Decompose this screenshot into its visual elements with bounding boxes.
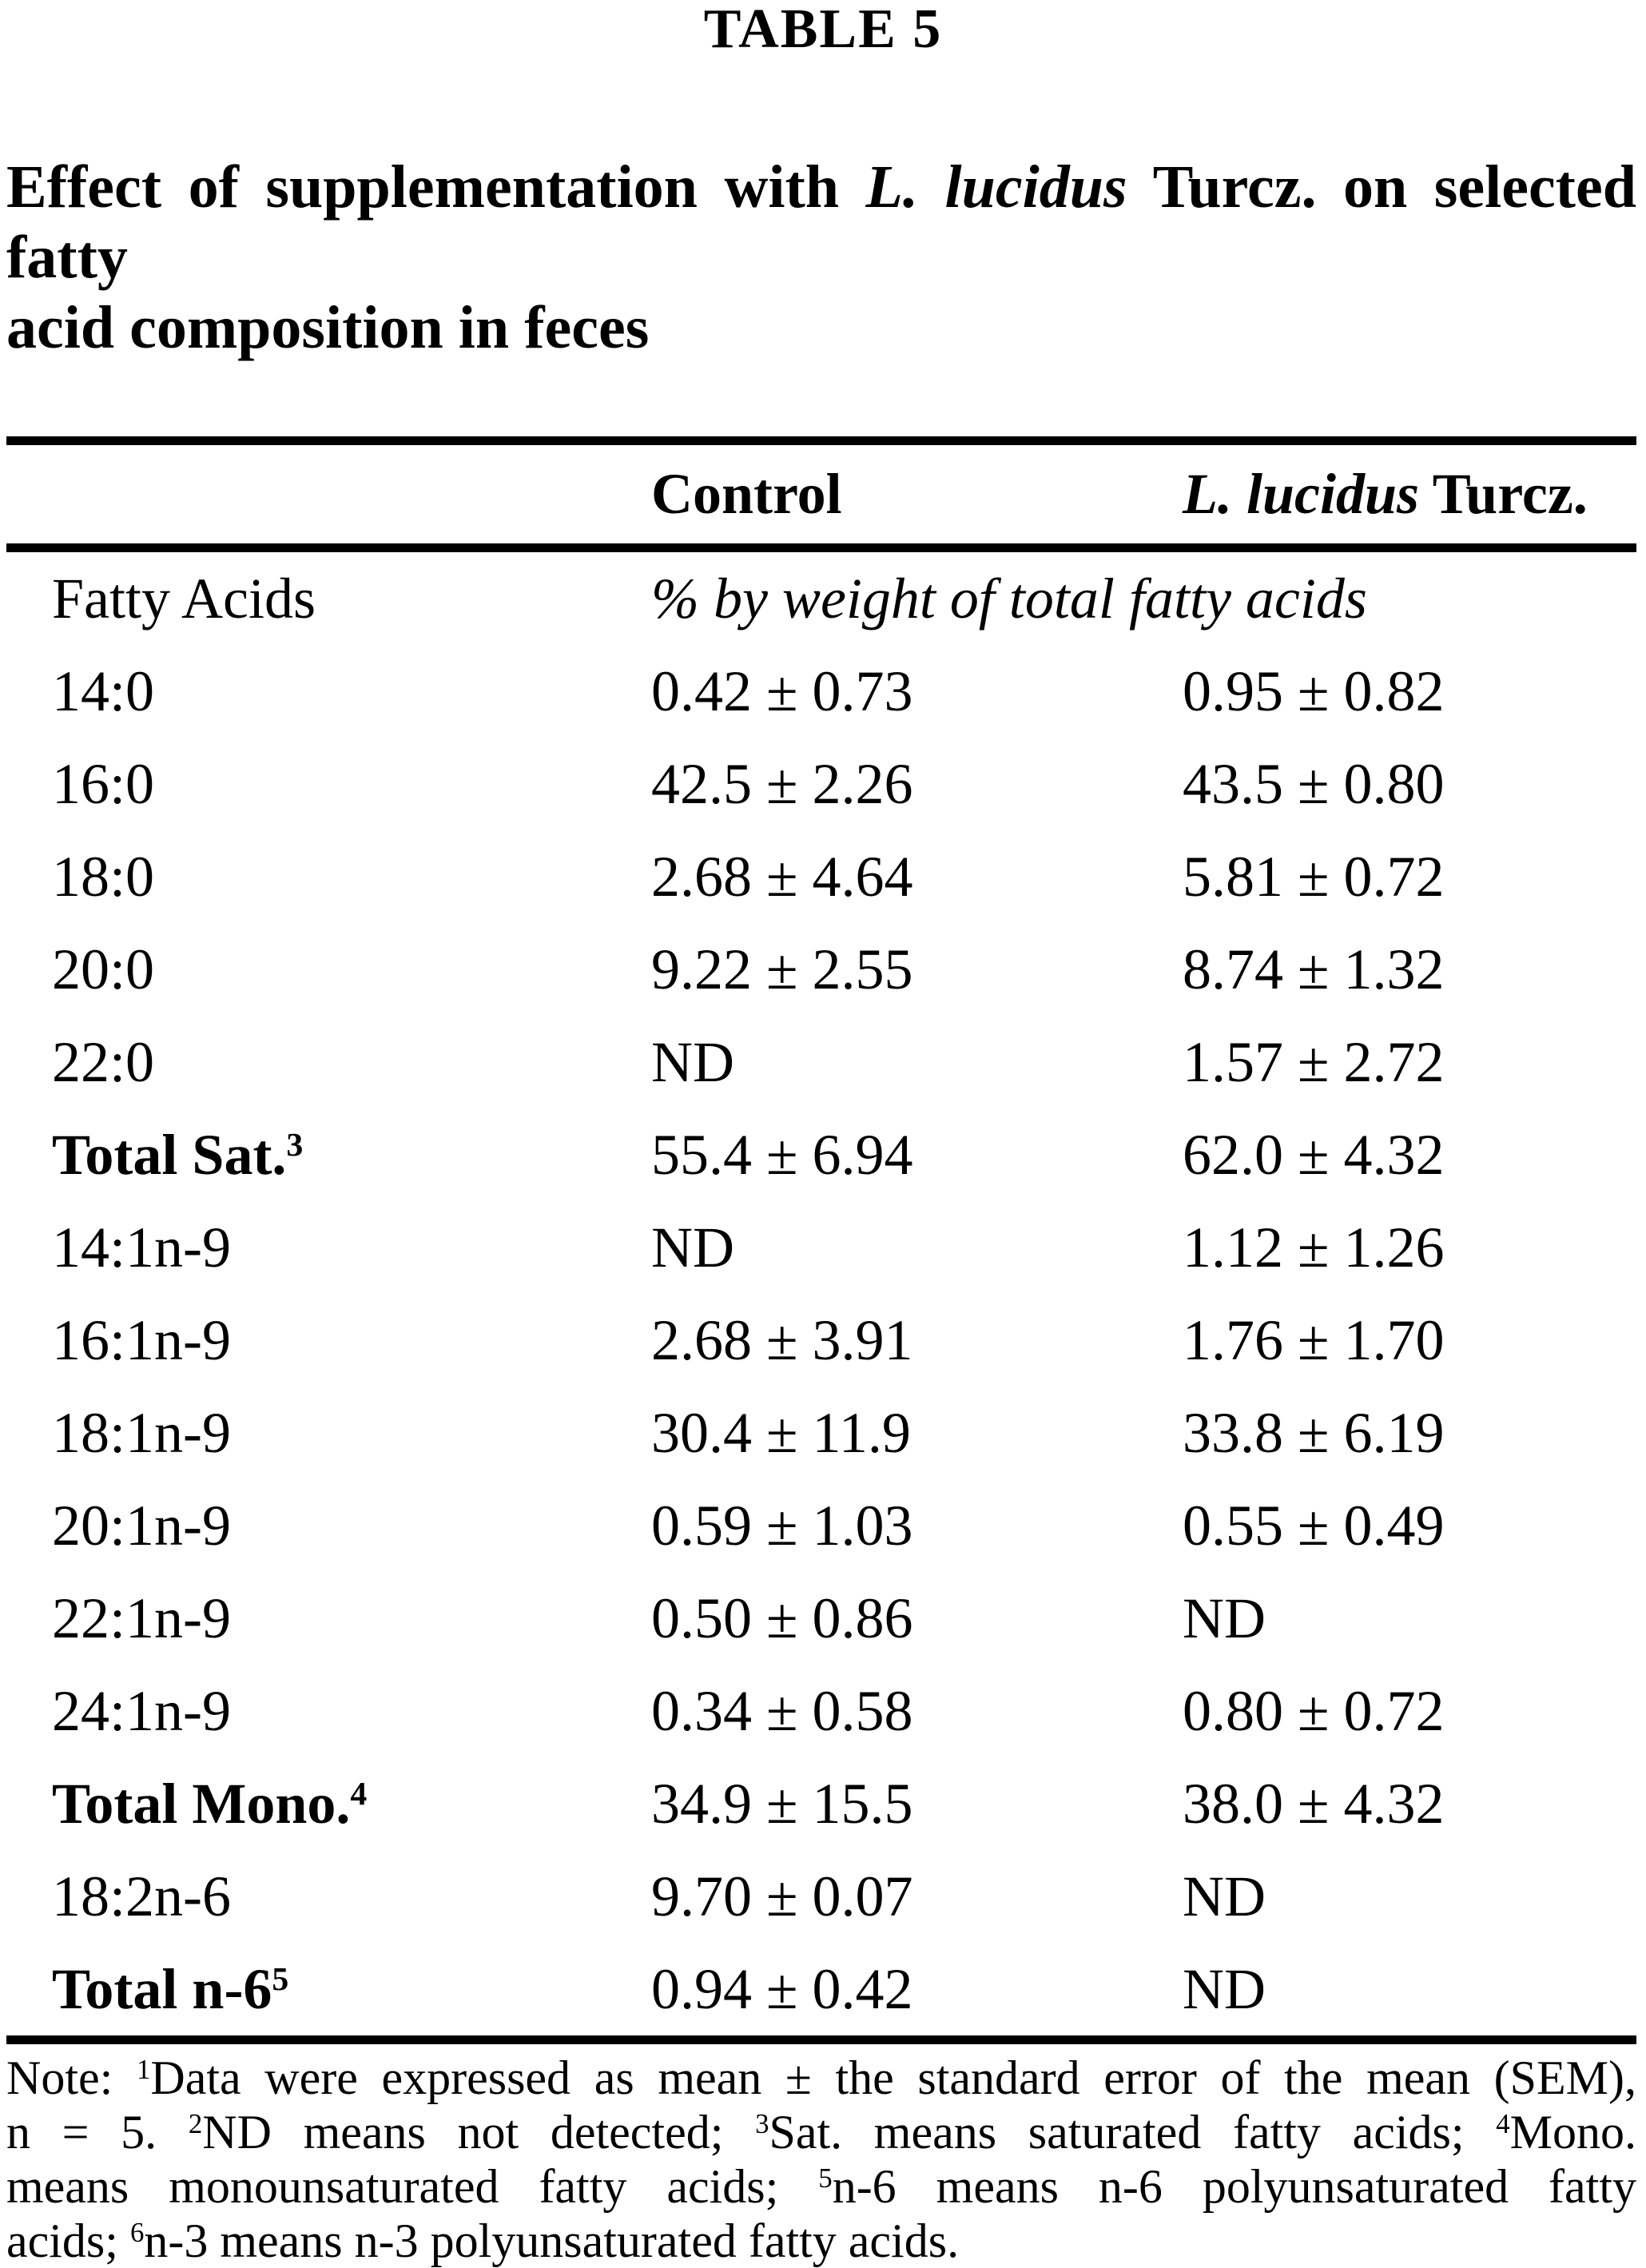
table-row: 14:0 0.42 ± 0.73 0.95 ± 0.82 — [0, 645, 1646, 738]
superscript-marker: 3 — [755, 2107, 769, 2139]
table-rule-top — [6, 436, 1636, 445]
table-row: 22:0 ND 1.57 ± 2.72 — [0, 1016, 1646, 1108]
control-value: 9.22 ± 2.55 — [651, 937, 913, 1001]
superscript-marker: 3 — [286, 1127, 304, 1164]
row-label: 14:1n-9 — [52, 1216, 231, 1279]
subheader-label: Fatty Acids — [52, 567, 316, 631]
subheader-unit: % by weight of total fatty acids — [651, 567, 1367, 631]
row-label: 16:1n-9 — [52, 1308, 231, 1372]
table-row: Total n-65 0.94 ± 0.42 ND — [0, 1943, 1646, 2035]
treatment-value: ND — [1183, 1586, 1266, 1650]
table-row: 18:2n-6 9.70 ± 0.07 ND — [0, 1850, 1646, 1943]
table-footnote: Note: 1Data were expressed as mean ± the… — [6, 2051, 1636, 2268]
table-header-row: Control L. lucidus Turcz. — [0, 445, 1646, 543]
row-label: 20:0 — [52, 937, 155, 1001]
table-body: Fatty Acids % by weight of total fatty ac… — [0, 552, 1646, 2035]
col-header-fatty-acids-spacer — [52, 445, 651, 543]
row-label: 16:0 — [52, 752, 155, 816]
row-label: 22:0 — [52, 1030, 155, 1094]
control-value: 42.5 ± 2.26 — [651, 752, 913, 816]
table-row: 18:0 2.68 ± 4.64 5.81 ± 0.72 — [0, 830, 1646, 923]
superscript-marker: 6 — [129, 2216, 145, 2248]
treatment-value: 0.95 ± 0.82 — [1183, 659, 1445, 723]
treatment-value: 1.57 ± 2.72 — [1183, 1030, 1445, 1094]
footnote-line: means monounsaturated fatty acids; 5n-6 … — [6, 2160, 1636, 2213]
footnote-line: n = 5. 2ND means not detected; 3Sat. mea… — [6, 2106, 1636, 2159]
superscript-marker: 4 — [350, 1776, 368, 1813]
superscript-marker: 2 — [188, 2107, 203, 2139]
control-value: ND — [651, 1030, 734, 1094]
superscript-marker: 5 — [818, 2162, 833, 2194]
table-subheader-row: Fatty Acids % by weight of total fatty ac… — [0, 552, 1646, 645]
row-label: Total n-65 — [52, 1957, 289, 2021]
table-row: 22:1n-9 0.50 ± 0.86 ND — [0, 1572, 1646, 1665]
treatment-value: 33.8 ± 6.19 — [1183, 1401, 1445, 1465]
table-row: 18:1n-9 30.4 ± 11.9 33.8 ± 6.19 — [0, 1387, 1646, 1479]
table-caption: Effect of supplementation with L. lucidu… — [0, 152, 1646, 363]
col-header-treatment: L. lucidus Turcz. — [1183, 462, 1588, 526]
footnote-line: Note: 1Data were expressed as mean ± the… — [6, 2051, 1636, 2104]
treatment-value: 0.80 ± 0.72 — [1183, 1679, 1445, 1743]
treatment-value: 1.76 ± 1.70 — [1183, 1308, 1445, 1372]
col-header-control: Control — [651, 462, 842, 526]
row-label: 20:1n-9 — [52, 1494, 231, 1558]
control-value: 2.68 ± 4.64 — [651, 845, 913, 909]
treatment-value: ND — [1183, 1864, 1266, 1928]
control-value: ND — [651, 1216, 734, 1279]
control-value: 0.94 ± 0.42 — [651, 1957, 913, 2021]
row-label: Total Mono.4 — [52, 1772, 368, 1836]
caption-line-2: acid composition in feces — [6, 294, 650, 361]
control-value: 30.4 ± 11.9 — [651, 1401, 911, 1465]
row-label: Total Sat.3 — [52, 1123, 304, 1187]
row-label: 22:1n-9 — [52, 1586, 231, 1650]
table-number: TABLE 5 — [703, 0, 943, 60]
row-label: 14:0 — [52, 659, 155, 723]
treatment-value: 62.0 ± 4.32 — [1183, 1123, 1445, 1187]
control-value: 0.50 ± 0.86 — [651, 1586, 913, 1650]
control-value: 55.4 ± 6.94 — [651, 1123, 913, 1187]
control-value: 34.9 ± 15.5 — [651, 1772, 913, 1836]
table-row: Total Mono.4 34.9 ± 15.5 38.0 ± 4.32 — [0, 1757, 1646, 1850]
row-label: 18:2n-6 — [52, 1864, 231, 1928]
table-rule-header — [6, 543, 1636, 552]
table-row: 16:1n-9 2.68 ± 3.91 1.76 ± 1.70 — [0, 1294, 1646, 1387]
row-label: 24:1n-9 — [52, 1679, 231, 1743]
treatment-value: 8.74 ± 1.32 — [1183, 937, 1445, 1001]
treatment-value: 5.81 ± 0.72 — [1183, 845, 1445, 909]
table-row: 20:0 9.22 ± 2.55 8.74 ± 1.32 — [0, 923, 1646, 1016]
table-row: 16:0 42.5 ± 2.26 43.5 ± 0.80 — [0, 738, 1646, 830]
table-rule-bottom — [6, 2035, 1636, 2044]
caption-line-1: Effect of supplementation with L. lucidu… — [6, 153, 1636, 291]
treatment-value: 43.5 ± 0.80 — [1183, 752, 1445, 816]
row-label: 18:1n-9 — [52, 1401, 231, 1465]
footnote-line: acids; 6n-3 means n-3 polyunsaturated fa… — [6, 2214, 960, 2267]
control-value: 0.34 ± 0.58 — [651, 1679, 913, 1743]
superscript-marker: 5 — [272, 1961, 289, 1999]
table-row: Total Sat.3 55.4 ± 6.94 62.0 ± 4.32 — [0, 1108, 1646, 1201]
control-value: 2.68 ± 3.91 — [651, 1308, 913, 1372]
control-value: 0.42 ± 0.73 — [651, 659, 913, 723]
treatment-value: 0.55 ± 0.49 — [1183, 1494, 1445, 1558]
row-label: 18:0 — [52, 845, 155, 909]
superscript-marker: 1 — [136, 2053, 151, 2085]
treatment-value: ND — [1183, 1957, 1266, 2021]
table-row: 24:1n-9 0.34 ± 0.58 0.80 ± 0.72 — [0, 1665, 1646, 1757]
control-value: 0.59 ± 1.03 — [651, 1494, 913, 1558]
control-value: 9.70 ± 0.07 — [651, 1864, 913, 1928]
treatment-value: 1.12 ± 1.26 — [1183, 1216, 1445, 1279]
table-row: 14:1n-9 ND 1.12 ± 1.26 — [0, 1201, 1646, 1294]
superscript-marker: 4 — [1496, 2107, 1510, 2139]
table-row: 20:1n-9 0.59 ± 1.03 0.55 ± 0.49 — [0, 1479, 1646, 1572]
treatment-value: 38.0 ± 4.32 — [1183, 1772, 1445, 1836]
